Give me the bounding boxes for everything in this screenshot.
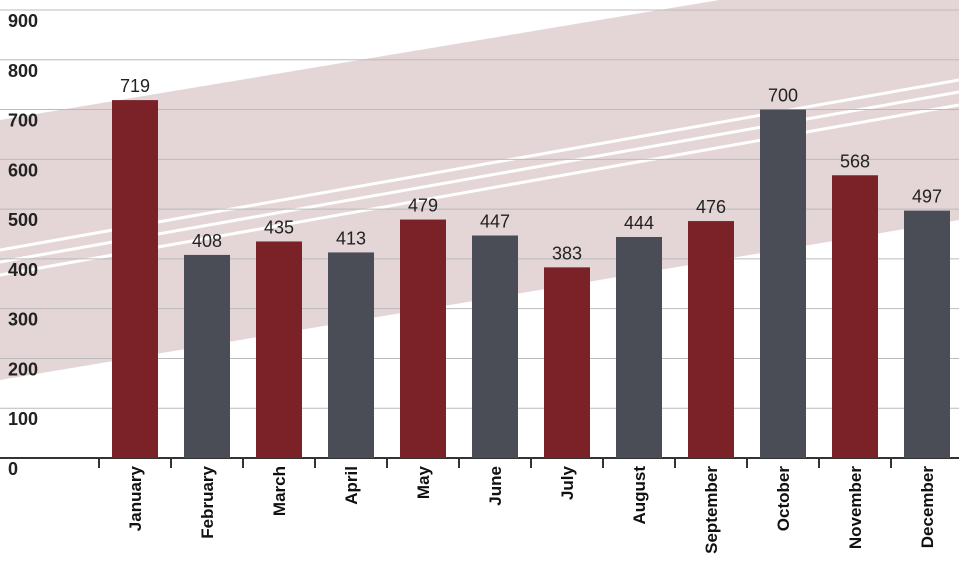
y-tick-label: 100 — [8, 409, 38, 429]
value-label: 719 — [120, 76, 150, 96]
bar — [904, 210, 950, 458]
x-tick-label: July — [558, 465, 577, 500]
y-tick-label: 600 — [8, 160, 38, 180]
x-tick-label: August — [630, 466, 649, 525]
x-tick-label: November — [846, 466, 865, 550]
bar — [616, 236, 662, 458]
value-label: 435 — [264, 217, 294, 237]
bar — [832, 175, 878, 459]
bar — [400, 219, 446, 458]
x-tick-label: March — [270, 466, 289, 516]
bar — [328, 252, 374, 458]
value-label: 413 — [336, 228, 366, 248]
value-label: 444 — [624, 213, 654, 233]
x-tick-label: January — [126, 465, 145, 531]
bar — [688, 221, 734, 458]
bar — [472, 235, 518, 458]
bar — [760, 109, 806, 459]
value-label: 408 — [192, 231, 222, 251]
value-label: 497 — [912, 187, 942, 207]
value-label: 700 — [768, 86, 798, 106]
x-tick-label: April — [342, 466, 361, 505]
value-label: 447 — [480, 211, 510, 231]
x-tick-label: June — [486, 466, 505, 506]
bar — [112, 100, 158, 458]
x-tick-label: September — [702, 466, 721, 554]
y-tick-label: 200 — [8, 359, 38, 379]
bar — [184, 254, 230, 458]
y-tick-label: 800 — [8, 61, 38, 81]
y-tick-label: 300 — [8, 310, 38, 330]
value-label: 383 — [552, 243, 582, 263]
value-label: 568 — [840, 151, 870, 171]
y-tick-label: 900 — [8, 11, 38, 31]
y-tick-label: 500 — [8, 210, 38, 230]
bar — [256, 241, 302, 458]
y-tick-label: 700 — [8, 111, 38, 131]
x-tick-label: May — [414, 465, 433, 499]
x-tick-label: February — [198, 465, 217, 538]
value-label: 476 — [696, 197, 726, 217]
bar — [544, 267, 590, 458]
x-tick-label: October — [774, 466, 793, 532]
y-tick-label: 0 — [8, 459, 18, 479]
y-tick-label: 400 — [8, 260, 38, 280]
value-label: 479 — [408, 196, 438, 216]
x-tick-label: December — [918, 466, 937, 549]
